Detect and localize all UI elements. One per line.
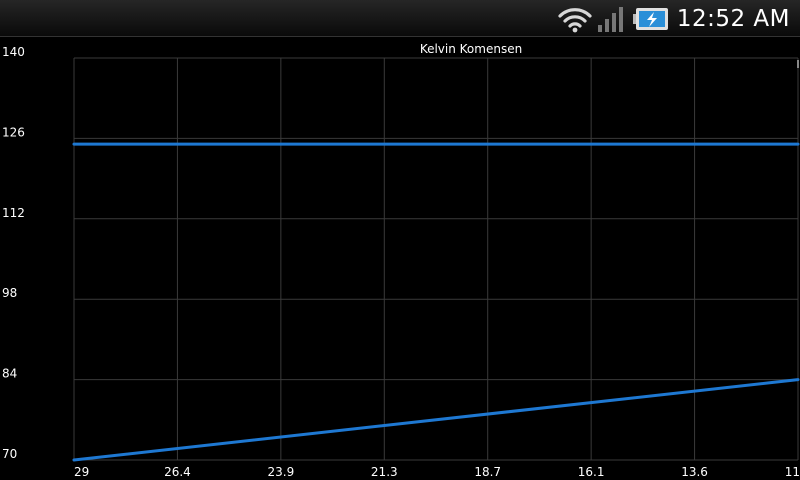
x-tick-label: 11 bbox=[785, 465, 800, 479]
battery-charging-icon bbox=[632, 7, 668, 30]
y-tick-label: 98 bbox=[2, 286, 17, 300]
x-tick-label: 23.9 bbox=[267, 465, 294, 479]
y-tick-label: 126 bbox=[2, 125, 25, 139]
wifi-icon bbox=[558, 7, 592, 32]
y-tick-label: 70 bbox=[2, 447, 17, 461]
x-tick-label: 26.4 bbox=[164, 465, 191, 479]
y-tick-label: 84 bbox=[2, 367, 17, 381]
clock: 12:52 AM bbox=[676, 5, 790, 32]
status-bar: 12:52 AM bbox=[0, 0, 800, 37]
chart-area: Kelvin Komensen 140 126 112 98 84 70 29 26.4 23.9… bbox=[0, 38, 800, 480]
y-tick-label: 140 bbox=[2, 45, 25, 59]
line-chart: Kelvin Komensen 140 126 112 98 84 70 29 26.4 23.9… bbox=[2, 42, 800, 479]
x-tick-label: 21.3 bbox=[371, 465, 398, 479]
x-tick-label: 16.1 bbox=[578, 465, 605, 479]
y-tick-label: 112 bbox=[2, 206, 25, 220]
x-tick-label: 18.7 bbox=[474, 465, 501, 479]
signal-icon bbox=[597, 6, 623, 32]
series-line bbox=[72, 378, 800, 462]
chart-title: Kelvin Komensen bbox=[420, 42, 522, 56]
status-icons: 12:52 AM bbox=[557, 0, 800, 37]
x-tick-label: 29 bbox=[74, 465, 89, 479]
x-tick-label: 13.6 bbox=[681, 465, 708, 479]
